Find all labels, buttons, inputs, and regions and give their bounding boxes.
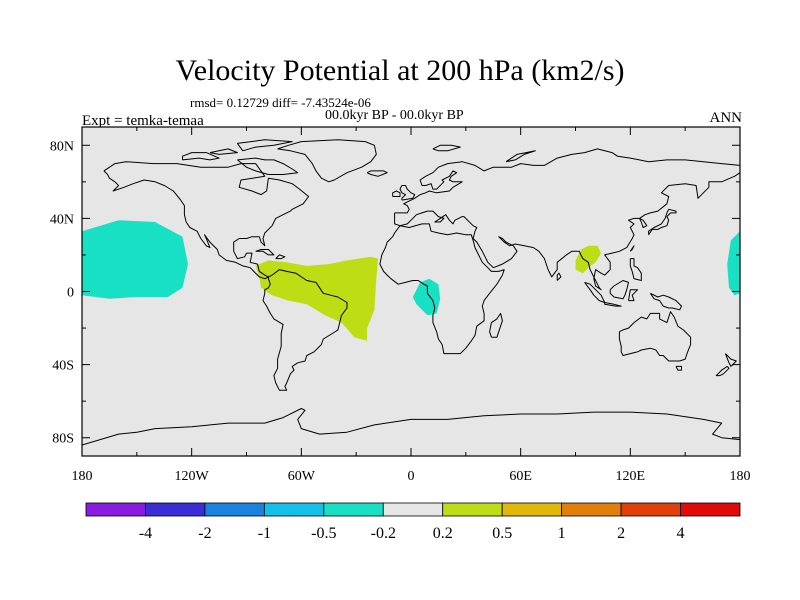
- coastline-segment: [275, 254, 286, 260]
- lon-tick-label: 180: [72, 469, 93, 484]
- colorbar-swatch: [620, 502, 681, 517]
- coastline-segment: [715, 365, 730, 377]
- colorbar-label: -2: [198, 525, 211, 542]
- colorbar-label: -0.5: [311, 525, 336, 542]
- colorbar-label: 4: [677, 525, 685, 542]
- season-label: ANN: [709, 110, 743, 126]
- coastline-segment: [432, 144, 461, 152]
- coastline-segment: [394, 148, 740, 291]
- colorbar-label: 2: [617, 525, 625, 542]
- map-background: [82, 127, 740, 456]
- region-central-pacific: [82, 220, 188, 299]
- coastline-segment: [618, 311, 692, 362]
- colorbar-label: 1: [558, 525, 566, 542]
- colorbar-label: -0.2: [371, 525, 396, 542]
- coastline-segment: [103, 161, 310, 280]
- coastline-segment: [675, 365, 682, 371]
- colorbar-swatch: [323, 502, 384, 517]
- lat-tick-label: 0: [67, 286, 74, 301]
- coastline-segment: [505, 150, 536, 163]
- lon-tick-label: 120W: [175, 469, 210, 484]
- coastline-segment: [392, 190, 401, 197]
- coastline-segment: [609, 280, 629, 300]
- colorbar: [85, 502, 741, 517]
- coastline-segment: [584, 281, 606, 303]
- coastline-segment: [556, 272, 562, 281]
- colorbar-swatch: [382, 502, 444, 517]
- coastline-segment: [277, 139, 377, 183]
- lon-tick-label: 60W: [288, 469, 316, 484]
- coastline-segment: [209, 148, 238, 155]
- coastline-segment: [379, 223, 505, 355]
- coastline-segment: [628, 289, 639, 302]
- colorbar-label: 0.5: [492, 525, 512, 542]
- lon-tick-label: 180: [730, 469, 751, 484]
- coastline-segment: [649, 292, 682, 311]
- colorbar-swatch: [263, 502, 325, 517]
- lat-tick-label: 40S: [52, 359, 74, 374]
- colorbar-swatch: [501, 502, 563, 517]
- coastline-segment: [262, 269, 348, 391]
- shaded-regions: [82, 220, 740, 341]
- coastline-segment: [255, 249, 275, 256]
- axis-tick-labels: 180 120W 60W 0 60E 120E 180 80N 40N 0 40S 80S: [50, 139, 751, 484]
- region-west-pacific-edge: [727, 231, 740, 296]
- axis-ticks: [81, 127, 741, 456]
- colorbar-swatch: [145, 502, 206, 517]
- coastline-segment: [236, 139, 293, 152]
- colorbar-label: -1: [258, 525, 271, 542]
- coastline-segment: [648, 208, 677, 236]
- lat-tick-label: 80N: [50, 139, 74, 154]
- map-title: Velocity Potential at 200 hPa (km2/s): [175, 54, 625, 87]
- coastline-segment: [629, 245, 635, 252]
- colorbar-label: -4: [139, 525, 152, 542]
- lon-tick-label: 60E: [509, 469, 532, 484]
- lon-tick-label: 0: [408, 469, 415, 484]
- colorbar-labels: -4 -2 -1 -0.5 -0.2 0.2 0.5 1 2 4: [139, 525, 685, 542]
- coastline-segment: [629, 258, 642, 281]
- coastline-segment: [366, 170, 388, 177]
- lon-tick-label: 120E: [616, 469, 646, 484]
- colorbar-swatch: [680, 502, 741, 517]
- colorbar-label: 0.2: [433, 525, 453, 542]
- colorbar-swatch: [561, 502, 622, 517]
- coastline-segment: [489, 312, 503, 338]
- region-south-america-atlantic: [255, 256, 379, 341]
- region-southeast-asia: [575, 245, 602, 274]
- coastline-segment: [182, 152, 220, 161]
- colorbar-swatch: [85, 502, 146, 517]
- lat-tick-label: 80S: [52, 432, 74, 447]
- coastline-segment: [399, 185, 416, 201]
- stats-line: rmsd= 0.12729 diff= -7.43524e-06: [190, 95, 371, 110]
- colorbar-swatch: [204, 502, 265, 517]
- coastline-segment: [82, 408, 740, 446]
- coastline-segment: [604, 302, 622, 307]
- region-gulf-of-guinea: [412, 278, 441, 316]
- lat-tick-label: 40N: [50, 212, 74, 227]
- experiment-label: Expt = temka-temaa: [82, 113, 204, 129]
- colorbar-swatch: [442, 502, 503, 517]
- coastline-segment: [237, 157, 299, 175]
- period-label: 00.0kyr BP - 00.0kyr BP: [325, 108, 464, 123]
